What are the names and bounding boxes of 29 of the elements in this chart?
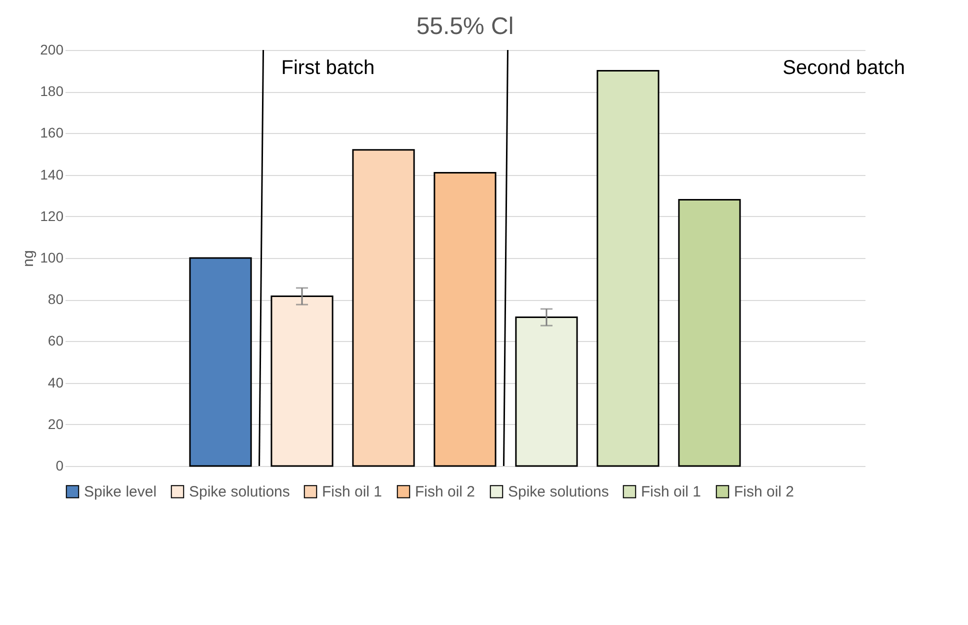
legend-label: Fish oil 1 — [641, 484, 702, 501]
y-tick-label: 100 — [40, 250, 64, 266]
chart-title: 55.5% Cl — [416, 13, 514, 40]
y-tick-label: 160 — [40, 124, 64, 141]
y-tick-label: 60 — [48, 332, 64, 349]
y-tick-label: 200 — [40, 42, 64, 58]
y-tick-label: 120 — [40, 208, 64, 224]
y-tick-label: 0 — [56, 458, 64, 474]
y-tick-label: 80 — [48, 291, 64, 308]
legend-label: Fish oil 2 — [734, 484, 794, 501]
legend-label: Spike level — [84, 484, 157, 501]
y-tick-label: 40 — [48, 374, 64, 390]
legend-label: Fish oil 2 — [415, 484, 476, 501]
annotation: Second batch — [782, 57, 905, 79]
bar — [270, 296, 334, 467]
y-tick-label: 180 — [40, 83, 64, 100]
bar — [434, 172, 496, 467]
legend-label: Spike solutions — [189, 484, 290, 501]
bar — [352, 149, 415, 467]
legend-label: Spike solutions — [508, 484, 609, 501]
y-tick-label: 140 — [40, 166, 64, 182]
bar — [515, 316, 578, 467]
legend-label: Fish oil 1 — [322, 484, 382, 501]
bar — [189, 257, 252, 467]
y-tick-label: 20 — [48, 416, 64, 432]
bar — [678, 199, 741, 467]
y-axis-title: ng — [20, 250, 38, 267]
annotation: First batch — [281, 57, 375, 79]
bar — [596, 70, 660, 467]
